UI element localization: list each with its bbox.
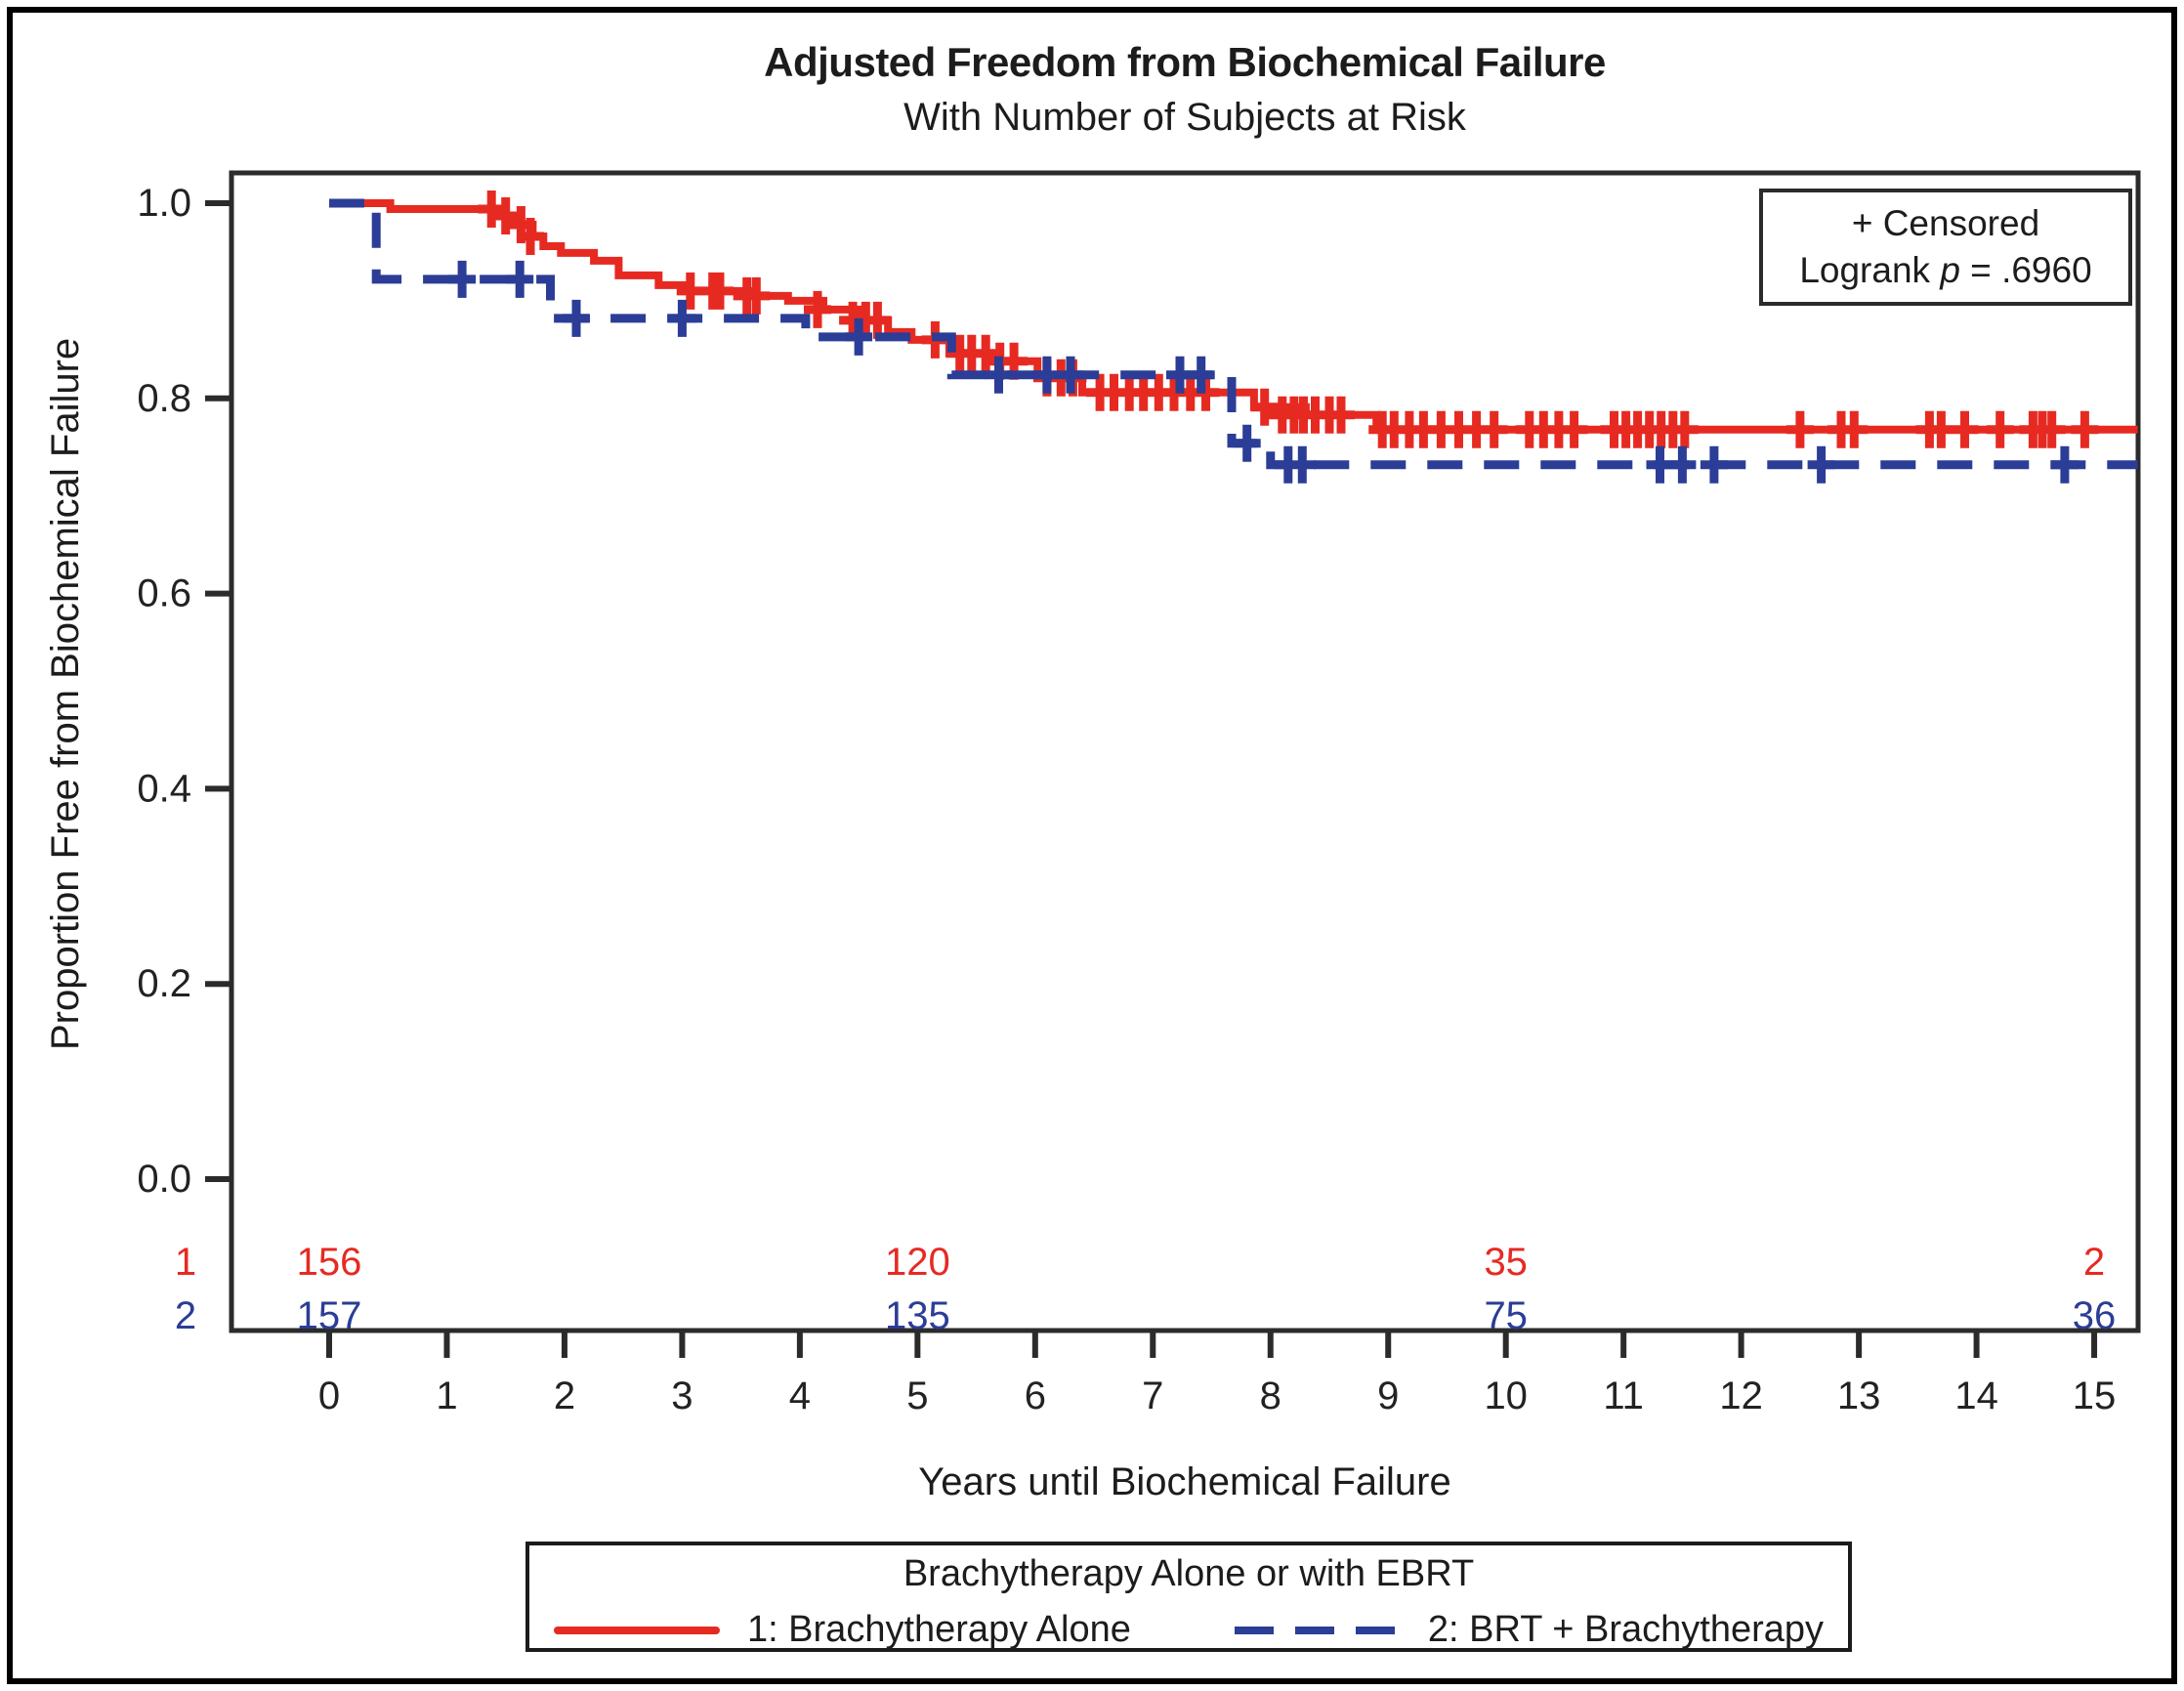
y-tick-label: 0.2 [137, 962, 191, 1005]
x-tick-label: 14 [1954, 1374, 1998, 1417]
logrank-p-symbol: p [1940, 250, 1960, 290]
x-tick-label: 6 [1025, 1374, 1046, 1417]
at-risk-count: 135 [885, 1294, 950, 1337]
at-risk-count: 2 [2083, 1241, 2105, 1284]
chart-title: Adjusted Freedom from Biochemical Failur… [764, 39, 1606, 85]
km-curve-2 [329, 198, 2138, 470]
at-risk-count: 36 [2073, 1294, 2117, 1337]
legend-entries: 1: Brachytherapy Alone 2: BRT + Brachyth… [529, 1609, 1848, 1651]
logrank-value: = .6960 [1959, 250, 2092, 290]
x-tick-label: 9 [1377, 1374, 1399, 1417]
series1-legend-label: 1: Brachytherapy Alone [746, 1609, 1131, 1650]
legend-box: Brachytherapy Alone or with EBRT 1: Brac… [525, 1542, 1852, 1652]
logrank-prefix: Logrank [1799, 250, 1941, 290]
x-tick-label: 15 [2073, 1374, 2117, 1417]
y-tick-label: 0.6 [137, 572, 191, 615]
at-risk-count: 75 [1484, 1294, 1528, 1337]
x-tick-label: 2 [554, 1374, 575, 1417]
x-axis-title: Years until Biochemical Failure [918, 1460, 1451, 1503]
plot-frame [229, 170, 2141, 1333]
x-tick-label: 7 [1142, 1374, 1163, 1417]
x-tick-label: 1 [436, 1374, 457, 1417]
at-risk-row-label: 2 [175, 1294, 196, 1337]
censored-logrank-box: + Censored Logrank p = .6960 [1759, 189, 2132, 306]
at-risk-count: 120 [885, 1241, 950, 1284]
censored-label: + Censored [1851, 203, 2040, 243]
x-tick-label: 4 [789, 1374, 811, 1417]
chart-subtitle: With Number of Subjects at Risk [903, 96, 1466, 139]
legend-title: Brachytherapy Alone or with EBRT [903, 1553, 1475, 1594]
series2-legend-label: 2: BRT + Brachytherapy [1427, 1609, 1825, 1650]
at-risk-count: 157 [297, 1294, 362, 1337]
y-tick-label: 1.0 [137, 182, 191, 225]
x-tick-label: 10 [1484, 1374, 1528, 1417]
x-tick-label: 11 [1603, 1374, 1644, 1417]
y-tick-label: 0.4 [137, 767, 191, 810]
series2-line-sample [1234, 1626, 1401, 1634]
logrank-label: Logrank p = .6960 [1799, 247, 2091, 294]
at-risk-count: 156 [297, 1241, 362, 1284]
y-tick-label: 0.0 [137, 1158, 191, 1201]
at-risk-row-label: 1 [175, 1241, 196, 1284]
censor-marks-2 [448, 260, 2079, 484]
series1-line-sample [553, 1626, 720, 1634]
x-tick-label: 5 [906, 1374, 928, 1417]
x-tick-label: 12 [1719, 1374, 1763, 1417]
x-tick-label: 0 [318, 1374, 340, 1417]
y-tick-label: 0.8 [137, 377, 191, 420]
at-risk-count: 35 [1484, 1241, 1528, 1284]
x-tick-label: 3 [671, 1374, 693, 1417]
censor-marks-1 [478, 190, 2099, 448]
x-tick-label: 13 [1837, 1374, 1881, 1417]
x-tick-label: 8 [1260, 1374, 1281, 1417]
